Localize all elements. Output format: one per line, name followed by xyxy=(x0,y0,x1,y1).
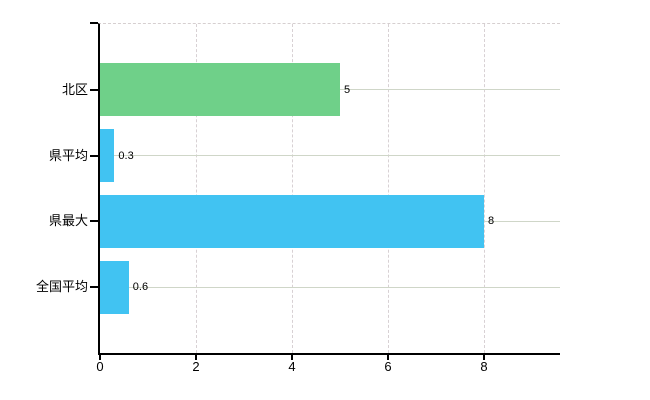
vertical-gridline xyxy=(388,24,389,353)
y-axis-tick-mark xyxy=(90,286,98,289)
x-axis-tick-mark xyxy=(483,355,485,360)
x-axis-tick-label: 4 xyxy=(288,359,296,374)
y-axis-tick-mark xyxy=(90,220,98,223)
bar-value-label: 8 xyxy=(488,215,495,228)
horizontal-gridline xyxy=(100,155,560,157)
vertical-gridline xyxy=(196,24,197,353)
x-axis-tick-mark xyxy=(387,355,389,360)
vertical-gridline xyxy=(484,24,485,353)
plot-area: 5 0.3 8 0.6 xyxy=(98,23,560,355)
bar-4 xyxy=(100,260,129,314)
category-label: 県平均 xyxy=(48,147,88,163)
bar-2 xyxy=(100,129,115,183)
category-label: 県最大 xyxy=(48,213,88,229)
vertical-gridline xyxy=(292,24,293,353)
x-axis-tick-mark xyxy=(99,355,101,360)
bar-value-label: 0.6 xyxy=(132,281,149,294)
x-axis-tick-label: 0 xyxy=(96,359,104,374)
category-label: 北区 xyxy=(61,81,88,97)
bar-1 xyxy=(100,63,340,117)
category-label: 全国平均 xyxy=(35,279,88,295)
y-axis-tick-mark xyxy=(90,154,98,157)
horizontal-gridline xyxy=(100,286,560,288)
y-axis-top-tick-mark xyxy=(90,22,98,24)
y-axis-tick-mark xyxy=(90,88,98,91)
bar-value-label: 5 xyxy=(344,83,351,96)
bar-3 xyxy=(100,194,484,248)
x-axis-tick-label: 8 xyxy=(480,359,488,374)
x-axis-tick-label: 2 xyxy=(192,359,200,374)
x-axis-tick-mark xyxy=(195,355,197,360)
x-axis-tick-label: 6 xyxy=(384,359,392,374)
bar-value-label: 0.3 xyxy=(118,149,134,162)
x-axis-tick-mark xyxy=(291,355,293,360)
